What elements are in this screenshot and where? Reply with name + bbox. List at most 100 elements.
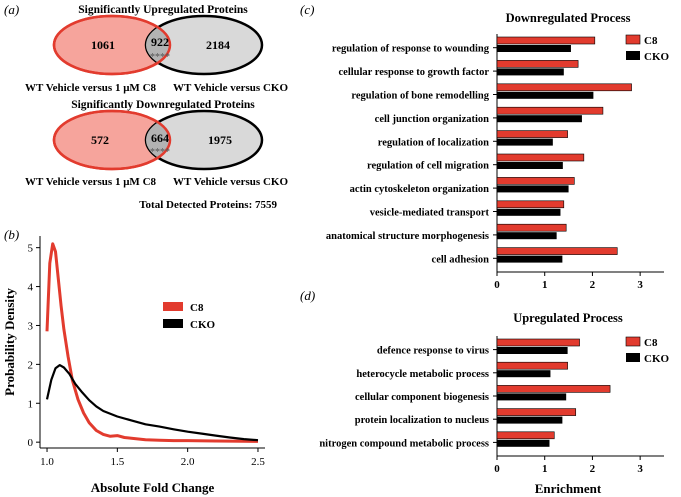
bar-c8 xyxy=(496,130,568,138)
bar-cko xyxy=(497,439,550,447)
venn-down-left-count: 572 xyxy=(91,133,109,147)
venn-up-right-count: 2184 xyxy=(206,38,230,52)
category-label: anatomical structure morphogenesis xyxy=(326,231,489,242)
category-label: defence response to virus xyxy=(377,346,489,357)
bar-c8 xyxy=(496,361,568,370)
downregulated-legend: C8 CKO xyxy=(625,34,670,63)
venn-up-right-label: WT Vehicle versus CKO xyxy=(173,82,288,94)
venn-up-left-count: 1061 xyxy=(91,38,115,52)
legend-swatch-cko xyxy=(163,319,183,328)
category-label: cell junction organization xyxy=(375,114,489,125)
category-label: heterocycle metabolic process xyxy=(356,369,489,380)
bar-cko xyxy=(497,162,563,169)
category-label: regulation of localization xyxy=(378,137,489,148)
legend-swatch-cko xyxy=(626,51,640,60)
venn-down-significance: **** xyxy=(150,147,170,158)
bar-c8 xyxy=(496,60,579,68)
x-tick-label: 2.5 xyxy=(251,456,265,468)
category-label: cellular component biogenesis xyxy=(355,392,489,403)
x-tick-label: 1.0 xyxy=(40,456,54,468)
bar-cko xyxy=(497,347,568,354)
enrichment-axis-label: Enrichment xyxy=(535,481,602,496)
bar-c8 xyxy=(496,153,585,162)
legend-swatch-c8 xyxy=(163,302,183,311)
bar-cko xyxy=(497,416,563,424)
bar-cko xyxy=(497,208,561,216)
panel-label-d: (d) xyxy=(300,288,315,303)
category-label: actin cytoskeleton organization xyxy=(350,184,490,195)
legend-swatch-c8 xyxy=(625,34,641,45)
x-tick-label: 2 xyxy=(590,279,596,291)
venn-up-overlap-count: 922 xyxy=(151,35,169,49)
y-tick-label: 4 xyxy=(28,282,34,294)
x-tick-label: 3 xyxy=(637,463,643,475)
legend-label-c8: C8 xyxy=(644,337,658,349)
bar-c8 xyxy=(496,36,596,45)
y-tick-label: 3 xyxy=(28,320,34,332)
x-tick-label: 2 xyxy=(590,463,596,475)
bar-cko xyxy=(497,232,557,240)
venn-down-left-outline xyxy=(52,109,172,171)
x-tick-label: 0 xyxy=(494,279,500,291)
venn-downregulated: Significantly Downregulated Proteins 572… xyxy=(25,99,288,211)
venn-down-right-count: 1975 xyxy=(208,133,232,147)
venn-down-overlap-count: 664 xyxy=(151,131,169,145)
category-label: regulation of cell migration xyxy=(367,161,489,172)
upregulated-process-chart: Upregulated Process 0 1 2 3 defence response… xyxy=(319,311,669,496)
bar-c8 xyxy=(496,200,565,209)
x-tick-label: 2.0 xyxy=(181,456,195,468)
downregulated-chart-title: Downregulated Process xyxy=(506,11,631,25)
legend-label-cko: CKO xyxy=(644,51,670,63)
bar-c8 xyxy=(496,431,555,440)
panel-label-c: (c) xyxy=(300,2,314,17)
category-label: nitrogen compound metabolic process xyxy=(319,438,489,449)
venn-up-left-outline xyxy=(52,14,172,76)
bar-c8 xyxy=(496,338,580,347)
legend-label-cko: CKO xyxy=(644,353,670,365)
bar-cko xyxy=(497,45,571,52)
legend-label-c8: C8 xyxy=(190,302,204,314)
category-label: cell adhesion xyxy=(432,254,490,265)
y-axis-label: Probability Density xyxy=(2,288,17,396)
venn-down-title: Significantly Downregulated Proteins xyxy=(71,99,255,111)
upregulated-chart-title: Upregulated Process xyxy=(513,311,623,325)
downregulated-process-chart: Downregulated Process 0 1 2 3 regulation of … xyxy=(326,11,670,291)
category-label: regulation of response to wounding xyxy=(332,44,490,55)
category-label: protein localization to nucleus xyxy=(355,415,489,426)
legend-label-cko: CKO xyxy=(190,319,216,331)
bar-cko xyxy=(497,370,551,378)
density-legend: C8 CKO xyxy=(163,302,216,331)
panel-label-b: (b) xyxy=(4,227,19,242)
venn-up-title: Significantly Upregulated Proteins xyxy=(78,4,248,16)
y-tick-label: 5 xyxy=(28,243,34,255)
venn-down-left-label: WT Vehicle versus 1 μM C8 xyxy=(25,176,157,188)
category-label: regulation of bone remodelling xyxy=(351,91,489,102)
x-tick-label: 0 xyxy=(494,463,500,475)
bar-c8 xyxy=(496,408,577,416)
series-line-cko xyxy=(45,364,259,442)
bar-cko xyxy=(497,138,553,146)
bar-cko xyxy=(497,68,564,76)
x-tick-label: 1 xyxy=(542,463,548,475)
y-tick-label: 1 xyxy=(28,398,34,410)
x-axis-label: Absolute Fold Change xyxy=(91,480,215,495)
density-chart: 0 1 2 3 4 5 1.0 1.5 2.0 2.5 Absolute Fold Change Pr… xyxy=(2,236,265,495)
legend-swatch-cko xyxy=(626,353,640,362)
bar-cko xyxy=(497,91,594,99)
x-tick-label: 1 xyxy=(542,279,548,291)
x-tick-label: 3 xyxy=(637,279,643,291)
bar-c8 xyxy=(496,83,632,92)
venn-up-left-label: WT Vehicle versus 1 μM C8 xyxy=(25,82,157,94)
panel-label-a: (a) xyxy=(4,2,19,17)
total-detected-proteins: Total Detected Proteins: 7559 xyxy=(139,199,277,211)
legend-label-c8: C8 xyxy=(644,35,658,47)
x-tick-label: 1.5 xyxy=(110,456,124,468)
bar-c8 xyxy=(496,385,611,393)
category-label: cellular response to growth factor xyxy=(339,67,490,78)
upregulated-legend: C8 CKO xyxy=(625,336,670,365)
legend-swatch-c8 xyxy=(625,336,641,347)
bar-c8 xyxy=(496,106,604,115)
venn-down-right-label: WT Vehicle versus CKO xyxy=(173,176,288,188)
venn-upregulated: Significantly Upregulated Proteins 1061 … xyxy=(25,4,288,94)
